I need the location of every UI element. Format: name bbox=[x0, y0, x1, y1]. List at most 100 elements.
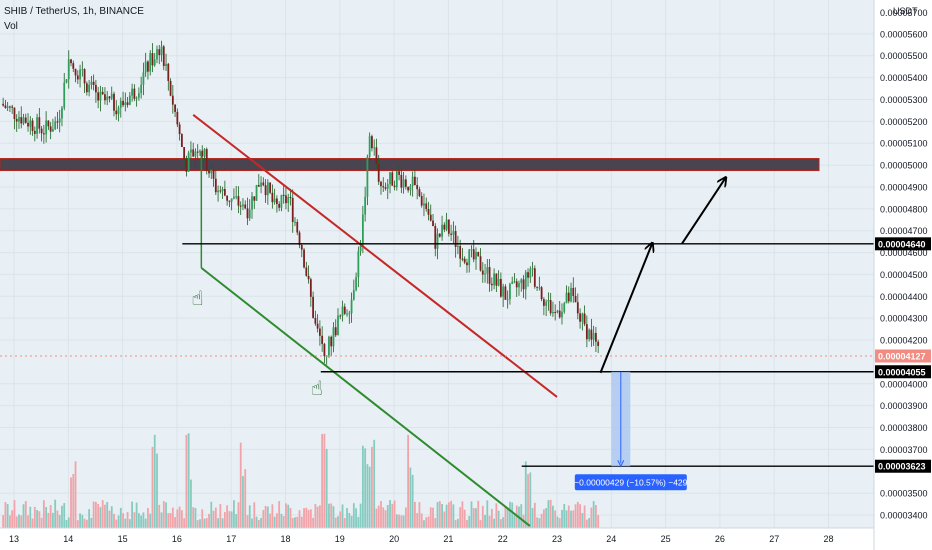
candle[interactable] bbox=[269, 182, 272, 193]
candle[interactable] bbox=[463, 258, 466, 263]
candle[interactable] bbox=[214, 178, 217, 193]
candle[interactable] bbox=[276, 198, 278, 204]
candle[interactable] bbox=[171, 95, 174, 105]
candle[interactable] bbox=[81, 69, 84, 71]
candle[interactable] bbox=[466, 262, 468, 266]
candle[interactable] bbox=[160, 46, 163, 56]
candle[interactable] bbox=[461, 258, 464, 260]
candle[interactable] bbox=[391, 172, 394, 186]
candle[interactable] bbox=[518, 283, 520, 288]
candle[interactable] bbox=[149, 53, 152, 72]
candle[interactable] bbox=[183, 147, 186, 160]
candle[interactable] bbox=[74, 68, 77, 76]
candle[interactable] bbox=[180, 134, 183, 148]
candle[interactable] bbox=[65, 79, 68, 83]
candle[interactable] bbox=[425, 203, 428, 210]
candle[interactable] bbox=[409, 185, 412, 191]
candle[interactable] bbox=[538, 287, 541, 289]
candle[interactable] bbox=[253, 196, 256, 201]
candle[interactable] bbox=[393, 185, 396, 188]
candle[interactable] bbox=[226, 195, 229, 201]
candle[interactable] bbox=[389, 172, 391, 185]
candle[interactable] bbox=[144, 61, 147, 73]
candle[interactable] bbox=[135, 97, 138, 99]
candle[interactable] bbox=[187, 152, 190, 172]
candle[interactable] bbox=[576, 302, 579, 314]
candle[interactable] bbox=[153, 59, 156, 66]
candle[interactable] bbox=[366, 156, 369, 197]
candle[interactable] bbox=[558, 310, 561, 318]
candle[interactable] bbox=[513, 281, 516, 283]
candle[interactable] bbox=[434, 226, 437, 249]
candle[interactable] bbox=[402, 179, 405, 188]
candle[interactable] bbox=[210, 169, 213, 174]
candle[interactable] bbox=[597, 341, 600, 346]
candle[interactable] bbox=[350, 299, 353, 314]
candle[interactable] bbox=[477, 252, 480, 257]
candle[interactable] bbox=[364, 196, 367, 215]
candle[interactable] bbox=[119, 100, 122, 108]
candle[interactable] bbox=[266, 182, 269, 196]
candle[interactable] bbox=[352, 290, 355, 300]
candle[interactable] bbox=[314, 317, 317, 324]
candle[interactable] bbox=[162, 46, 165, 67]
candle[interactable] bbox=[318, 328, 321, 336]
candle[interactable] bbox=[147, 61, 149, 72]
candle[interactable] bbox=[418, 189, 421, 197]
projection-arrow[interactable] bbox=[599, 244, 652, 374]
candle[interactable] bbox=[104, 94, 106, 101]
candle[interactable] bbox=[126, 102, 129, 105]
candle[interactable] bbox=[239, 205, 242, 207]
candle[interactable] bbox=[246, 208, 249, 219]
candle[interactable] bbox=[488, 267, 491, 284]
candle[interactable] bbox=[572, 287, 575, 296]
candle[interactable] bbox=[380, 181, 382, 187]
candle[interactable] bbox=[475, 252, 477, 260]
candle[interactable] bbox=[88, 84, 91, 93]
candle[interactable] bbox=[420, 196, 423, 206]
candle[interactable] bbox=[287, 197, 290, 204]
candle[interactable] bbox=[76, 75, 79, 80]
candle[interactable] bbox=[108, 96, 111, 99]
candle[interactable] bbox=[432, 220, 434, 227]
candle[interactable] bbox=[56, 121, 59, 123]
candle[interactable] bbox=[457, 246, 459, 248]
candle[interactable] bbox=[588, 329, 591, 340]
candle[interactable] bbox=[298, 232, 301, 246]
candle[interactable] bbox=[509, 283, 511, 300]
candle[interactable] bbox=[382, 186, 385, 188]
candle[interactable] bbox=[248, 209, 251, 219]
candle[interactable] bbox=[341, 306, 344, 316]
candle[interactable] bbox=[328, 336, 330, 356]
candle[interactable] bbox=[581, 313, 584, 322]
candle[interactable] bbox=[339, 315, 342, 317]
candle[interactable] bbox=[47, 120, 50, 127]
resistance-zone[interactable] bbox=[0, 158, 820, 172]
candle[interactable] bbox=[468, 249, 471, 266]
candle[interactable] bbox=[257, 185, 260, 187]
candle[interactable] bbox=[242, 204, 244, 207]
candle[interactable] bbox=[237, 196, 240, 206]
candle[interactable] bbox=[36, 117, 38, 134]
candle[interactable] bbox=[106, 96, 109, 101]
candle[interactable] bbox=[384, 187, 387, 189]
candle[interactable] bbox=[169, 80, 172, 96]
candle[interactable] bbox=[27, 122, 29, 127]
candle[interactable] bbox=[452, 231, 455, 235]
candle[interactable] bbox=[260, 182, 262, 187]
candle[interactable] bbox=[585, 324, 588, 340]
candle[interactable] bbox=[484, 273, 486, 275]
candle[interactable] bbox=[131, 88, 134, 96]
candle[interactable] bbox=[533, 268, 536, 287]
candle[interactable] bbox=[423, 203, 425, 206]
candle[interactable] bbox=[373, 147, 376, 149]
candle[interactable] bbox=[38, 117, 41, 129]
candle[interactable] bbox=[13, 107, 16, 119]
candle[interactable] bbox=[128, 95, 131, 105]
candle[interactable] bbox=[368, 136, 371, 157]
candle[interactable] bbox=[583, 313, 586, 325]
candle[interactable] bbox=[567, 292, 570, 302]
candle[interactable] bbox=[348, 313, 351, 315]
candle[interactable] bbox=[271, 192, 274, 203]
